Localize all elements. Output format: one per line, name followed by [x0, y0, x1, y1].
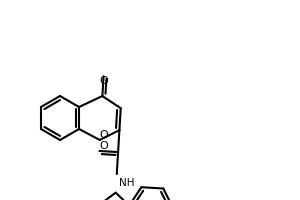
- Text: O: O: [99, 141, 108, 151]
- Text: O: O: [99, 76, 108, 86]
- Text: NH: NH: [119, 178, 134, 188]
- Text: O: O: [100, 130, 109, 140]
